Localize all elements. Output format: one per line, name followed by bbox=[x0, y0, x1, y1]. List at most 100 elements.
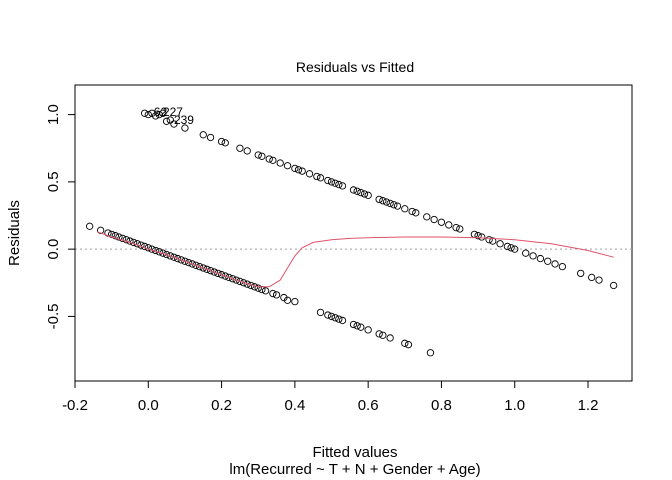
data-point bbox=[324, 311, 332, 319]
data-point bbox=[203, 265, 211, 273]
x-axis: -0.2 0.0 0.2 0.4 0.6 0.8 1.0 1.2 bbox=[62, 380, 598, 414]
data-point bbox=[195, 262, 204, 271]
data-point bbox=[269, 156, 277, 164]
data-point bbox=[551, 260, 559, 268]
y-tick-label: 0.0 bbox=[45, 239, 62, 260]
data-point bbox=[276, 159, 284, 167]
data-point bbox=[159, 109, 167, 117]
y-axis: -0.5 0.0 0.5 1.0 bbox=[45, 104, 76, 329]
data-point bbox=[577, 269, 585, 278]
data-point bbox=[437, 218, 446, 226]
data-point bbox=[327, 312, 336, 321]
y-tick-label: -0.5 bbox=[45, 303, 62, 329]
data-point bbox=[331, 314, 339, 322]
data-point bbox=[140, 109, 149, 117]
data-point bbox=[452, 223, 460, 232]
data-point bbox=[269, 289, 277, 298]
data-point bbox=[470, 230, 479, 238]
data-point bbox=[327, 178, 336, 186]
data-point bbox=[206, 267, 215, 275]
data-point bbox=[199, 264, 207, 272]
data-point bbox=[166, 252, 174, 260]
data-point bbox=[162, 250, 171, 259]
data-point bbox=[170, 253, 178, 261]
data-point bbox=[173, 254, 182, 263]
data-point bbox=[298, 167, 306, 175]
data-point bbox=[507, 244, 515, 252]
data-point bbox=[305, 170, 314, 178]
data-point bbox=[192, 261, 200, 269]
data-point bbox=[338, 316, 347, 325]
x-tick-label: -0.2 bbox=[62, 397, 88, 414]
data-point bbox=[503, 242, 512, 251]
data-point bbox=[335, 180, 343, 189]
data-point bbox=[511, 245, 519, 253]
data-point bbox=[445, 221, 453, 229]
data-point bbox=[474, 232, 482, 240]
data-point bbox=[544, 257, 552, 265]
data-point bbox=[375, 330, 383, 338]
data-point bbox=[291, 164, 299, 173]
x-tick-label: 0.6 bbox=[358, 397, 379, 414]
data-point bbox=[221, 139, 229, 147]
data-point bbox=[404, 341, 413, 349]
data-point bbox=[353, 187, 361, 195]
data-point bbox=[390, 201, 398, 209]
data-point bbox=[214, 269, 222, 278]
data-point bbox=[181, 124, 189, 132]
data-point bbox=[170, 120, 178, 128]
data-points bbox=[86, 109, 618, 357]
data-point bbox=[536, 254, 545, 263]
data-point bbox=[111, 232, 119, 240]
data-point bbox=[401, 339, 409, 347]
data-point bbox=[155, 110, 163, 119]
data-point bbox=[558, 262, 567, 271]
data-point bbox=[236, 277, 244, 286]
x-tick-label: 0.0 bbox=[138, 397, 159, 414]
point-label: 227 bbox=[163, 105, 183, 119]
x-tick-label: 0.8 bbox=[431, 397, 452, 414]
x-axis-label: Fitted values bbox=[312, 444, 397, 461]
data-point bbox=[294, 166, 303, 174]
x-tick-label: 0.2 bbox=[211, 397, 232, 414]
data-point bbox=[316, 308, 325, 317]
data-point bbox=[430, 215, 438, 224]
data-point bbox=[426, 349, 435, 357]
data-point bbox=[225, 273, 233, 282]
data-point bbox=[316, 174, 325, 182]
data-point bbox=[254, 284, 262, 292]
data-point bbox=[188, 260, 196, 268]
smoother-line bbox=[96, 231, 614, 288]
data-point bbox=[364, 326, 372, 334]
data-point bbox=[412, 209, 420, 217]
point-label: 239 bbox=[174, 113, 194, 127]
data-point bbox=[496, 240, 504, 248]
data-point bbox=[522, 249, 530, 257]
data-point bbox=[148, 109, 156, 117]
data-point bbox=[401, 205, 409, 213]
data-point bbox=[338, 182, 347, 190]
data-point bbox=[357, 188, 365, 197]
data-point bbox=[393, 202, 402, 210]
data-point bbox=[386, 334, 394, 342]
data-point bbox=[360, 190, 369, 198]
data-point bbox=[221, 272, 229, 280]
data-point bbox=[166, 116, 174, 124]
chart-title: Residuals vs Fitted bbox=[296, 59, 414, 75]
y-tick-label: 1.0 bbox=[45, 104, 62, 125]
data-point bbox=[291, 297, 299, 306]
data-point bbox=[357, 323, 365, 331]
data-point bbox=[283, 162, 292, 170]
data-point bbox=[86, 222, 94, 230]
data-point bbox=[254, 151, 262, 159]
data-point bbox=[353, 322, 361, 330]
data-point bbox=[261, 287, 270, 295]
data-point bbox=[232, 276, 240, 284]
data-point bbox=[228, 275, 237, 283]
data-point bbox=[122, 236, 130, 244]
data-point bbox=[258, 152, 266, 160]
data-point bbox=[144, 110, 152, 119]
data-point bbox=[489, 237, 497, 245]
data-point bbox=[408, 207, 416, 216]
